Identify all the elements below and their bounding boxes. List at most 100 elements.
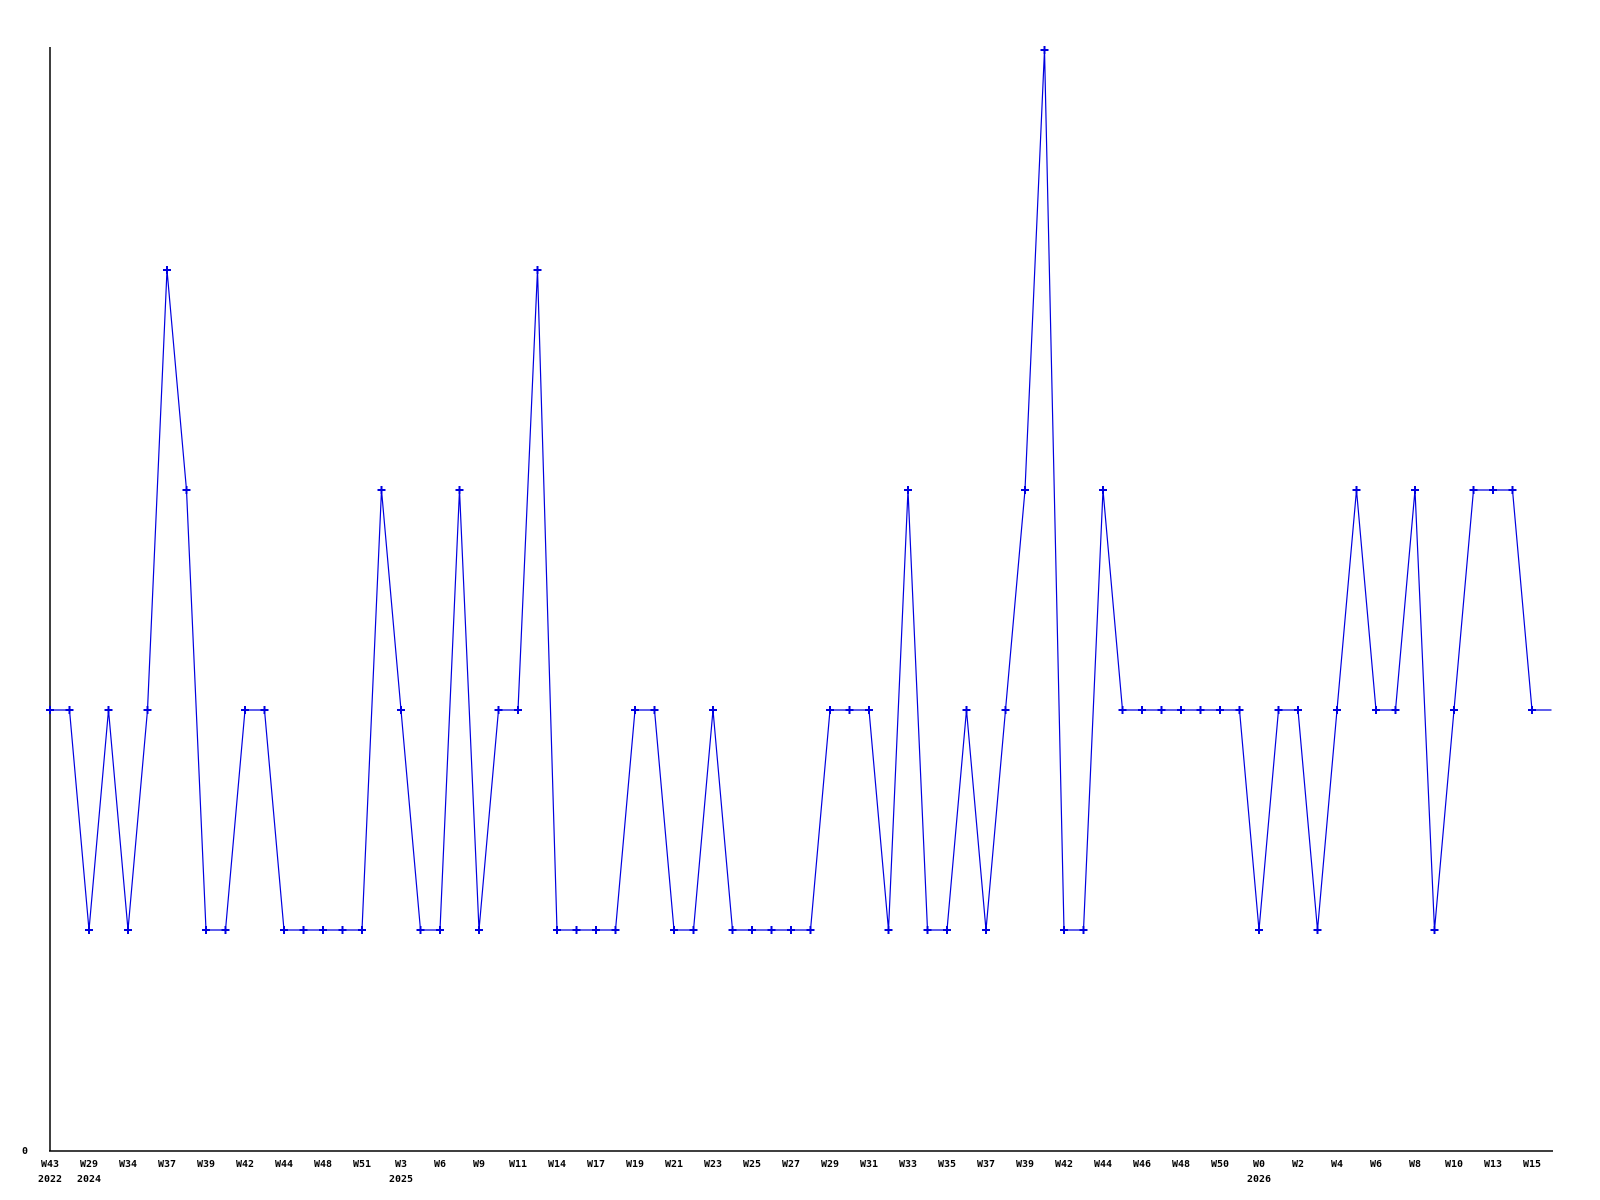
data-point-marker [1352, 486, 1361, 494]
data-point-marker [1079, 926, 1088, 934]
x-tick-label: W8 [1409, 1159, 1421, 1170]
x-tick-label: W48 [314, 1159, 332, 1170]
data-point-marker [1469, 486, 1478, 494]
y-axis-zero-label: 0 [22, 1146, 28, 1157]
data-point-marker [1099, 486, 1107, 494]
x-year-label: 2024 [77, 1174, 101, 1185]
data-point-marker [709, 706, 717, 714]
data-point-markers [46, 46, 1536, 934]
data-point-marker [1489, 486, 1497, 494]
x-tick-label: W19 [626, 1159, 644, 1170]
data-point-marker [631, 706, 639, 714]
data-point-marker [124, 926, 132, 934]
x-tick-label: W46 [1133, 1159, 1151, 1170]
data-point-marker [377, 486, 386, 494]
x-tick-label: W51 [353, 1159, 371, 1170]
data-point-marker [1157, 706, 1166, 714]
x-tick-label: W48 [1172, 1159, 1190, 1170]
x-tick-label: W17 [587, 1159, 605, 1170]
data-point-marker [884, 926, 893, 934]
x-tick-label: W39 [197, 1159, 215, 1170]
x-tick-label: W6 [1370, 1159, 1382, 1170]
x-year-label: 2022 [38, 1174, 62, 1185]
x-tick-label: W29 [80, 1159, 98, 1170]
data-point-marker [806, 926, 815, 934]
data-point-marker [397, 706, 405, 714]
data-point-marker [1430, 926, 1439, 934]
x-tick-label: W9 [473, 1159, 485, 1170]
x-tick-label: W10 [1445, 1159, 1463, 1170]
x-year-label: 2025 [389, 1174, 413, 1185]
data-point-marker [221, 926, 230, 934]
x-tick-label: W50 [1211, 1159, 1229, 1170]
data-point-marker [572, 926, 581, 934]
x-tick-label: W43 [41, 1159, 59, 1170]
x-tick-label: W21 [665, 1159, 683, 1170]
data-point-marker [1528, 706, 1536, 714]
x-tick-label: W13 [1484, 1159, 1502, 1170]
data-point-marker [494, 706, 503, 714]
data-point-marker [1118, 706, 1127, 714]
data-point-marker [416, 926, 425, 934]
data-point-marker [1235, 706, 1244, 714]
x-tick-label: W42 [236, 1159, 254, 1170]
data-point-marker [767, 926, 776, 934]
data-point-marker [1411, 486, 1419, 494]
data-point-marker [1060, 926, 1068, 934]
x-tick-label: W29 [821, 1159, 839, 1170]
data-point-marker [533, 266, 542, 274]
x-tick-label: W4 [1331, 1159, 1343, 1170]
data-point-marker [787, 926, 795, 934]
x-tick-label: W37 [158, 1159, 176, 1170]
data-point-marker [592, 926, 600, 934]
data-point-marker [1216, 706, 1224, 714]
data-point-marker [514, 706, 522, 714]
data-point-marker [748, 926, 756, 934]
x-tick-label: W33 [899, 1159, 917, 1170]
data-point-marker [982, 926, 990, 934]
data-point-marker [689, 926, 698, 934]
data-point-marker [65, 706, 74, 714]
x-axis-year-labels: 2022 2024 2025 2026 [38, 1174, 1271, 1185]
data-point-marker [1255, 926, 1263, 934]
data-point-marker [1294, 706, 1302, 714]
data-point-marker [319, 926, 327, 934]
data-point-marker [904, 486, 912, 494]
x-tick-label: W25 [743, 1159, 761, 1170]
data-point-marker [202, 926, 210, 934]
x-tick-label: W35 [938, 1159, 956, 1170]
data-point-marker [845, 706, 854, 714]
x-tick-label: W39 [1016, 1159, 1034, 1170]
data-point-marker [1333, 706, 1341, 714]
data-point-marker [163, 266, 171, 274]
data-point-marker [338, 926, 347, 934]
data-point-marker [650, 706, 659, 714]
data-point-marker [280, 926, 288, 934]
data-point-marker [1372, 706, 1380, 714]
data-point-marker [1138, 706, 1146, 714]
data-point-marker [1177, 706, 1185, 714]
x-tick-label: W15 [1523, 1159, 1541, 1170]
data-point-marker [143, 706, 152, 714]
x-tick-label: W44 [1094, 1159, 1112, 1170]
data-point-marker [611, 926, 620, 934]
x-tick-label: W34 [119, 1159, 137, 1170]
data-point-marker [1450, 706, 1458, 714]
data-point-marker [1313, 926, 1322, 934]
data-point-marker [1021, 486, 1029, 494]
data-point-marker [553, 926, 561, 934]
data-point-marker [923, 926, 932, 934]
x-tick-label: W2 [1292, 1159, 1304, 1170]
data-point-marker [436, 926, 444, 934]
data-point-marker [865, 706, 873, 714]
data-point-marker [475, 926, 483, 934]
x-tick-label: W44 [275, 1159, 293, 1170]
x-tick-label: W14 [548, 1159, 566, 1170]
data-point-marker [1274, 706, 1283, 714]
x-tick-label: W6 [434, 1159, 446, 1170]
x-tick-label: W23 [704, 1159, 722, 1170]
data-point-marker [299, 926, 308, 934]
data-point-marker [826, 706, 834, 714]
data-point-marker [1196, 706, 1205, 714]
